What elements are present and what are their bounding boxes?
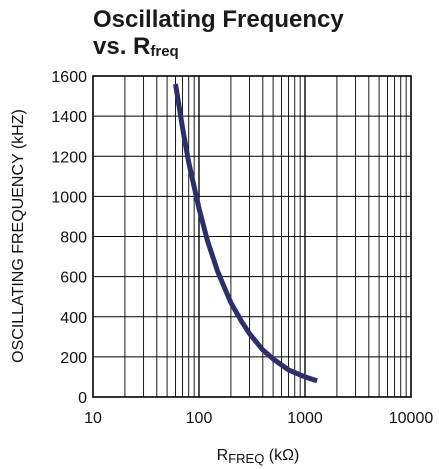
y-tick-label: 800 bbox=[60, 230, 87, 247]
y-axis-label: OSCILLATING FREQUENCY (kHZ) bbox=[10, 109, 27, 363]
y-tick-label: 1400 bbox=[51, 109, 87, 126]
x-axis-label: RFREQ (kΩ) bbox=[217, 447, 300, 466]
y-tick-label: 400 bbox=[60, 310, 87, 327]
x-axis-label-sub: FREQ bbox=[228, 451, 264, 466]
series-layer bbox=[173, 83, 318, 384]
x-tick-label: 100 bbox=[186, 410, 213, 427]
chart-title-line1: Oscillating Frequency bbox=[93, 6, 344, 33]
grid bbox=[93, 76, 411, 397]
y-tick-label: 0 bbox=[78, 390, 87, 407]
y-tick-label: 200 bbox=[60, 350, 87, 367]
series-line bbox=[173, 83, 318, 384]
plot-frame bbox=[92, 75, 412, 398]
y-tick-label: 600 bbox=[60, 270, 87, 287]
x-axis-label-unit: (kΩ) bbox=[264, 447, 299, 464]
chart-title-line2-sub: freq bbox=[150, 43, 178, 60]
chart-title-line2: vs. Rfreq bbox=[93, 33, 179, 60]
y-tick-label: 1600 bbox=[51, 69, 87, 86]
y-tick-label: 1200 bbox=[51, 149, 87, 166]
x-tick-label: 10000 bbox=[389, 410, 434, 427]
x-tick-label: 1000 bbox=[287, 410, 323, 427]
y-tick-label: 1000 bbox=[51, 189, 87, 206]
chart-title-line2-main: vs. R bbox=[93, 33, 150, 60]
x-tick-label: 10 bbox=[84, 410, 102, 427]
x-axis-label-main: R bbox=[217, 447, 229, 464]
tick-labels: 0 200 400 600 800 1000 1200 1400 1600 10 100 1000 10… bbox=[51, 69, 433, 427]
